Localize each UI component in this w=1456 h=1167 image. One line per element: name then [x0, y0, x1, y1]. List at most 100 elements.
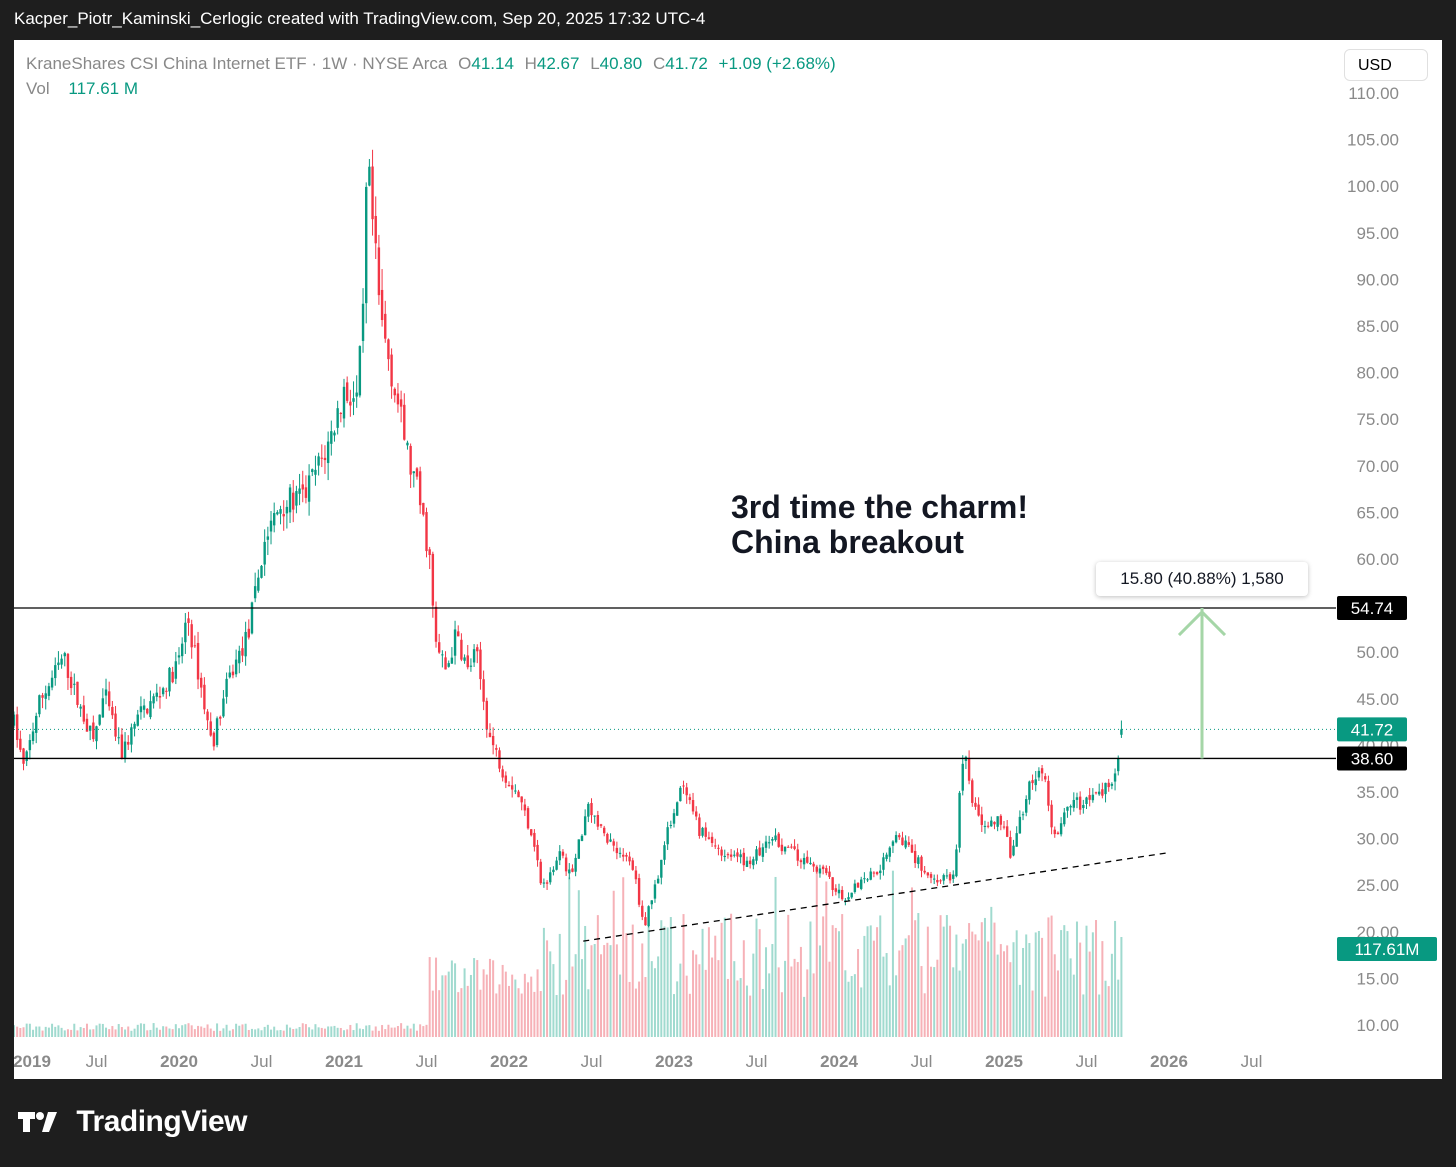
volume-bar [723, 917, 726, 1037]
volume-bar [895, 975, 898, 1037]
volume-bar [606, 942, 609, 1037]
volume-bar [1056, 970, 1059, 1037]
volume-bar [692, 950, 695, 1037]
volume-bar [450, 960, 453, 1037]
candle-body [875, 872, 879, 875]
candle-body [542, 882, 546, 884]
volume-bar [54, 1026, 57, 1037]
volume-bar [422, 1026, 425, 1037]
volume-bar [492, 960, 495, 1037]
volume-bar [463, 968, 466, 1037]
candle-body [1078, 796, 1082, 810]
volume-bar [1053, 954, 1056, 1037]
volume-bar [178, 1028, 180, 1037]
candle-body [790, 846, 793, 848]
chart-panel[interactable]: 10.00 15.00 20.00 25.00 30.00 35.00 40.00 45.00… [14, 40, 1442, 1079]
candle-body [73, 683, 76, 685]
volume-bar [212, 1030, 215, 1037]
volume-bar [1006, 945, 1009, 1037]
price-axis[interactable]: 10.0015.0020.0025.0030.0035.0040.0045.00… [1347, 84, 1399, 1035]
volume-bar [1098, 994, 1101, 1037]
volume-bar [993, 922, 996, 1037]
candle-body [1110, 783, 1114, 786]
volume-bar [1069, 958, 1072, 1037]
x-tick-label: Jul [581, 1052, 603, 1071]
volume-bar [704, 969, 707, 1037]
volume-bar [95, 1025, 98, 1037]
candle-body [679, 787, 682, 802]
volume-bar [990, 906, 993, 1037]
volume-bar [19, 1028, 22, 1037]
candle-body [695, 811, 698, 817]
candle-body [298, 488, 301, 494]
volume-bar [815, 864, 818, 1037]
candle-body [818, 868, 822, 874]
volume-bar [698, 964, 701, 1037]
volume-bar [323, 1028, 326, 1037]
candle-body [917, 857, 920, 864]
symbol-title[interactable]: KraneShares CSI China Internet ETF · 1W … [26, 54, 448, 73]
volume-bar [479, 989, 482, 1037]
candle-body [609, 839, 612, 842]
candle-body [837, 889, 841, 894]
time-axis[interactable]: 2019 Jul 2020 Jul 2021 Jul 2022 Jul 2023 Jul 2024 J… [14, 1052, 1262, 1071]
candle-body [577, 839, 581, 859]
candle-body [942, 875, 945, 881]
volume-bar [1114, 920, 1117, 1037]
volume-bar [216, 1023, 219, 1037]
volume-bar [1015, 930, 1018, 1037]
volume-bar [958, 970, 961, 1037]
candle-body [571, 868, 574, 872]
volume-bar [333, 1025, 336, 1037]
candle-body [802, 857, 806, 865]
candle-body [1088, 795, 1091, 800]
candle-body [168, 667, 171, 692]
volume-bar [917, 913, 920, 1037]
volume-bar [222, 1028, 225, 1037]
y-tick-label: 25.00 [1356, 876, 1399, 895]
candle-body [510, 785, 514, 790]
candle-body [717, 847, 720, 849]
currency-button[interactable]: USD [1344, 49, 1428, 81]
volume-bar [295, 1028, 298, 1037]
candle-body [301, 484, 304, 490]
candle-body [853, 883, 857, 892]
volume-bar [828, 961, 831, 1037]
candle-body [771, 839, 774, 841]
candle-body [1059, 823, 1063, 835]
volume-bar [679, 963, 682, 1037]
volume-bar [882, 956, 885, 1037]
volume-bar [701, 928, 704, 1037]
candle-body [250, 602, 254, 634]
volume-bar [438, 990, 441, 1037]
candle-body [1018, 816, 1022, 834]
chart-annotation[interactable]: 3rd time the charm! China breakout [731, 490, 1028, 560]
volume-bar [155, 1027, 158, 1037]
volume-bar [425, 1024, 428, 1037]
volume-bar [200, 1026, 203, 1037]
candle-body [948, 874, 952, 881]
candle-body [669, 825, 673, 827]
candle-body [675, 802, 679, 816]
candle-body [215, 718, 219, 746]
candle-body [355, 392, 358, 397]
volume-bar [749, 995, 752, 1037]
candle-body [460, 639, 463, 660]
volume-bar [38, 1026, 41, 1037]
volume-bar [336, 1027, 339, 1037]
candle-body [22, 748, 25, 764]
x-tick-label: Jul [1076, 1052, 1098, 1071]
volume-bar [999, 944, 1002, 1037]
candle-body [714, 845, 717, 847]
x-tick-label: Jul [86, 1052, 108, 1071]
level-tag-bg [1337, 596, 1407, 621]
candle-body [1091, 794, 1095, 801]
candle-body [393, 388, 396, 396]
volume-bar [70, 1029, 73, 1037]
price-chart[interactable]: 10.0015.0020.0025.0030.0035.0040.0045.00… [14, 40, 1442, 1079]
candle-body [599, 824, 603, 826]
drawings [14, 607, 1336, 942]
candle-body [549, 872, 552, 883]
candle-body [19, 738, 22, 750]
x-tick-label: 2020 [160, 1052, 198, 1071]
